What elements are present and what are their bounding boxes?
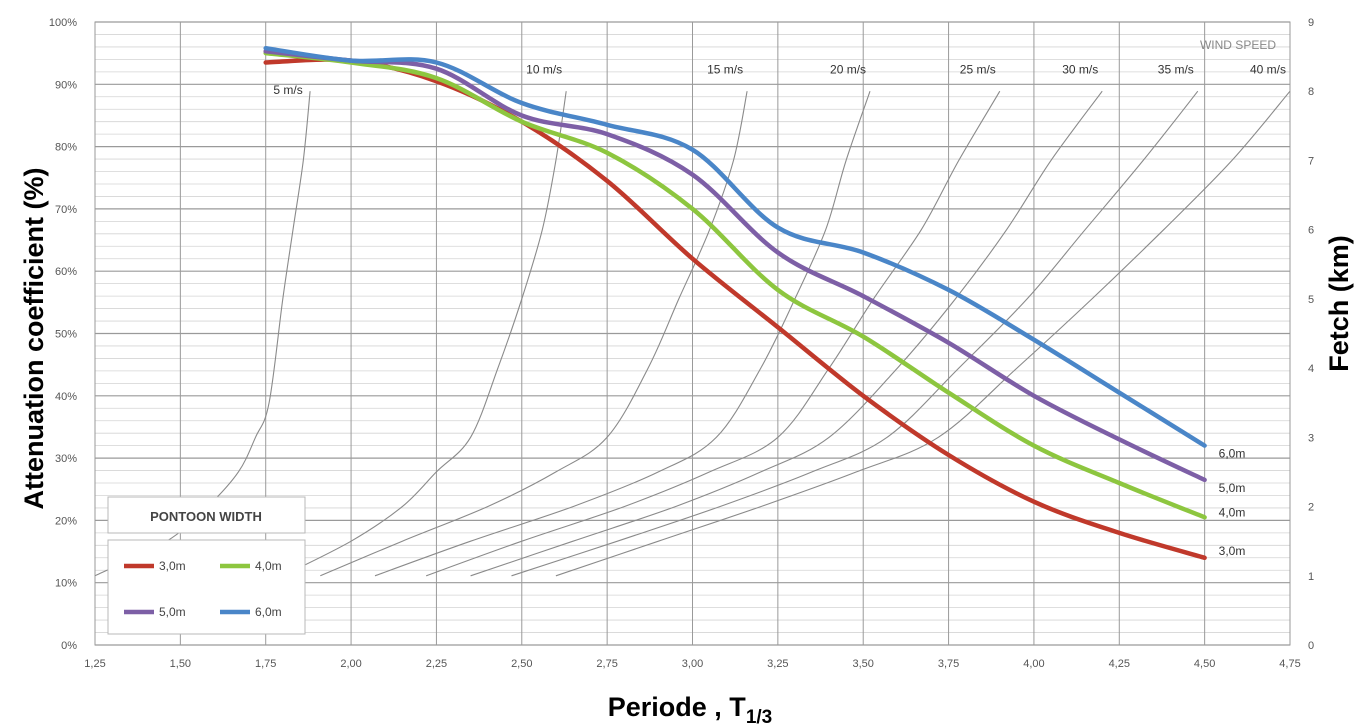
wind-curve-label: 30 m/s xyxy=(1062,62,1098,76)
wind-curve xyxy=(374,91,871,577)
y-tick-label: 80% xyxy=(55,142,77,154)
y-tick-label: 50% xyxy=(55,329,77,341)
y-axis-title: Attenuation coefficient (%) xyxy=(19,168,49,510)
legend-entry-label: 5,0m xyxy=(159,605,186,619)
y-tick-label: 90% xyxy=(55,79,77,91)
legend-title-box xyxy=(107,496,306,534)
x-tick-label: 1,25 xyxy=(84,658,105,670)
plot-border xyxy=(94,21,1291,646)
legend-entry-label: 6,0m xyxy=(255,605,282,619)
wind-curve-label: 5 m/s xyxy=(273,83,302,97)
y-tick-label: 40% xyxy=(55,391,77,403)
series-end-label: 3,0m xyxy=(1219,544,1246,558)
wind-curve-label: 15 m/s xyxy=(707,62,743,76)
series-line xyxy=(263,50,1207,520)
x-axis-title-subscript: 1/3 xyxy=(746,707,772,726)
wind-curve-label: 10 m/s xyxy=(526,62,562,76)
x-tick-label: 2,50 xyxy=(511,658,532,670)
y2-tick-label: 2 xyxy=(1308,502,1314,514)
legend-title: PONTOON WIDTH xyxy=(150,509,262,524)
y-tick-label: 60% xyxy=(55,266,77,278)
x-tick-label: 2,75 xyxy=(596,658,617,670)
x-tick-label: 4,25 xyxy=(1109,658,1130,670)
series-end-label: 5,0m xyxy=(1219,481,1246,495)
wind-speed-header: WIND SPEED xyxy=(1200,38,1276,52)
series-line xyxy=(263,45,1207,448)
legend-entry-label: 4,0m xyxy=(255,559,282,573)
y-tick-label: 10% xyxy=(55,578,77,590)
y2-tick-label: 4 xyxy=(1308,363,1314,375)
wind-curve xyxy=(426,90,1001,577)
wind-curve-label: 40 m/s xyxy=(1250,62,1286,76)
y-tick-label: 0% xyxy=(61,640,77,652)
wind-curve xyxy=(470,90,1103,577)
data-series: 3,0m 4,0m 5,0m 6,0m xyxy=(263,45,1246,561)
legend-box xyxy=(107,539,306,635)
wind-curve-label: 35 m/s xyxy=(1158,62,1194,76)
series-line xyxy=(263,49,1207,483)
y2-tick-label: 0 xyxy=(1308,640,1314,652)
y2-tick-label: 3 xyxy=(1308,432,1314,444)
legend: PONTOON WIDTH 3,0m 4,0m 5,0m 6,0m xyxy=(107,496,306,635)
x-axis-title-main: Periode , T xyxy=(608,692,747,722)
x-tick-label: 1,75 xyxy=(255,658,276,670)
x-tick-label: 3,25 xyxy=(767,658,788,670)
y2-tick-label: 6 xyxy=(1308,225,1314,237)
x-tick-label: 1,50 xyxy=(170,658,191,670)
y2-axis-title: Fetch (km) xyxy=(1324,235,1354,372)
wind-curve xyxy=(511,90,1199,577)
wind-curve xyxy=(282,91,567,577)
series-end-label: 6,0m xyxy=(1219,447,1246,461)
x-tick-label: 2,00 xyxy=(340,658,361,670)
wind-curve-label: 20 m/s xyxy=(830,62,866,76)
wind-speed-curves: 5 m/s 10 m/s 15 m/s 20 m/s 25 m/s 30 m/s 35 m/… xyxy=(94,62,1291,577)
x-tick-label: 4,50 xyxy=(1194,658,1215,670)
x-tick-label: 2,25 xyxy=(426,658,447,670)
y2-tick-label: 8 xyxy=(1308,86,1314,98)
x-tick-label: 4,00 xyxy=(1023,658,1044,670)
x-tick-label: 4,75 xyxy=(1279,658,1300,670)
wind-curve-label: 25 m/s xyxy=(960,62,996,76)
x-tick-label: 3,75 xyxy=(938,658,959,670)
axes: 1,25 1,50 1,75 2,00 2,25 2,50 2,75 3,00 3,25 3,50… xyxy=(49,17,1314,670)
x-tick-label: 3,50 xyxy=(853,658,874,670)
wind-curve xyxy=(555,90,1291,577)
series-end-label: 4,0m xyxy=(1219,505,1246,519)
y2-tick-label: 5 xyxy=(1308,294,1314,306)
x-tick-label: 3,00 xyxy=(682,658,703,670)
x-axis-title: Periode , T1/3 xyxy=(608,692,772,726)
y-tick-label: 20% xyxy=(55,515,77,527)
series-line xyxy=(263,57,1207,561)
y-tick-label: 30% xyxy=(55,453,77,465)
y2-tick-label: 9 xyxy=(1308,17,1314,29)
y2-tick-label: 7 xyxy=(1308,155,1314,167)
y-tick-label: 100% xyxy=(49,17,77,29)
y-tick-label: 70% xyxy=(55,204,77,216)
legend-entry-label: 3,0m xyxy=(159,559,186,573)
y2-tick-label: 1 xyxy=(1308,571,1314,583)
